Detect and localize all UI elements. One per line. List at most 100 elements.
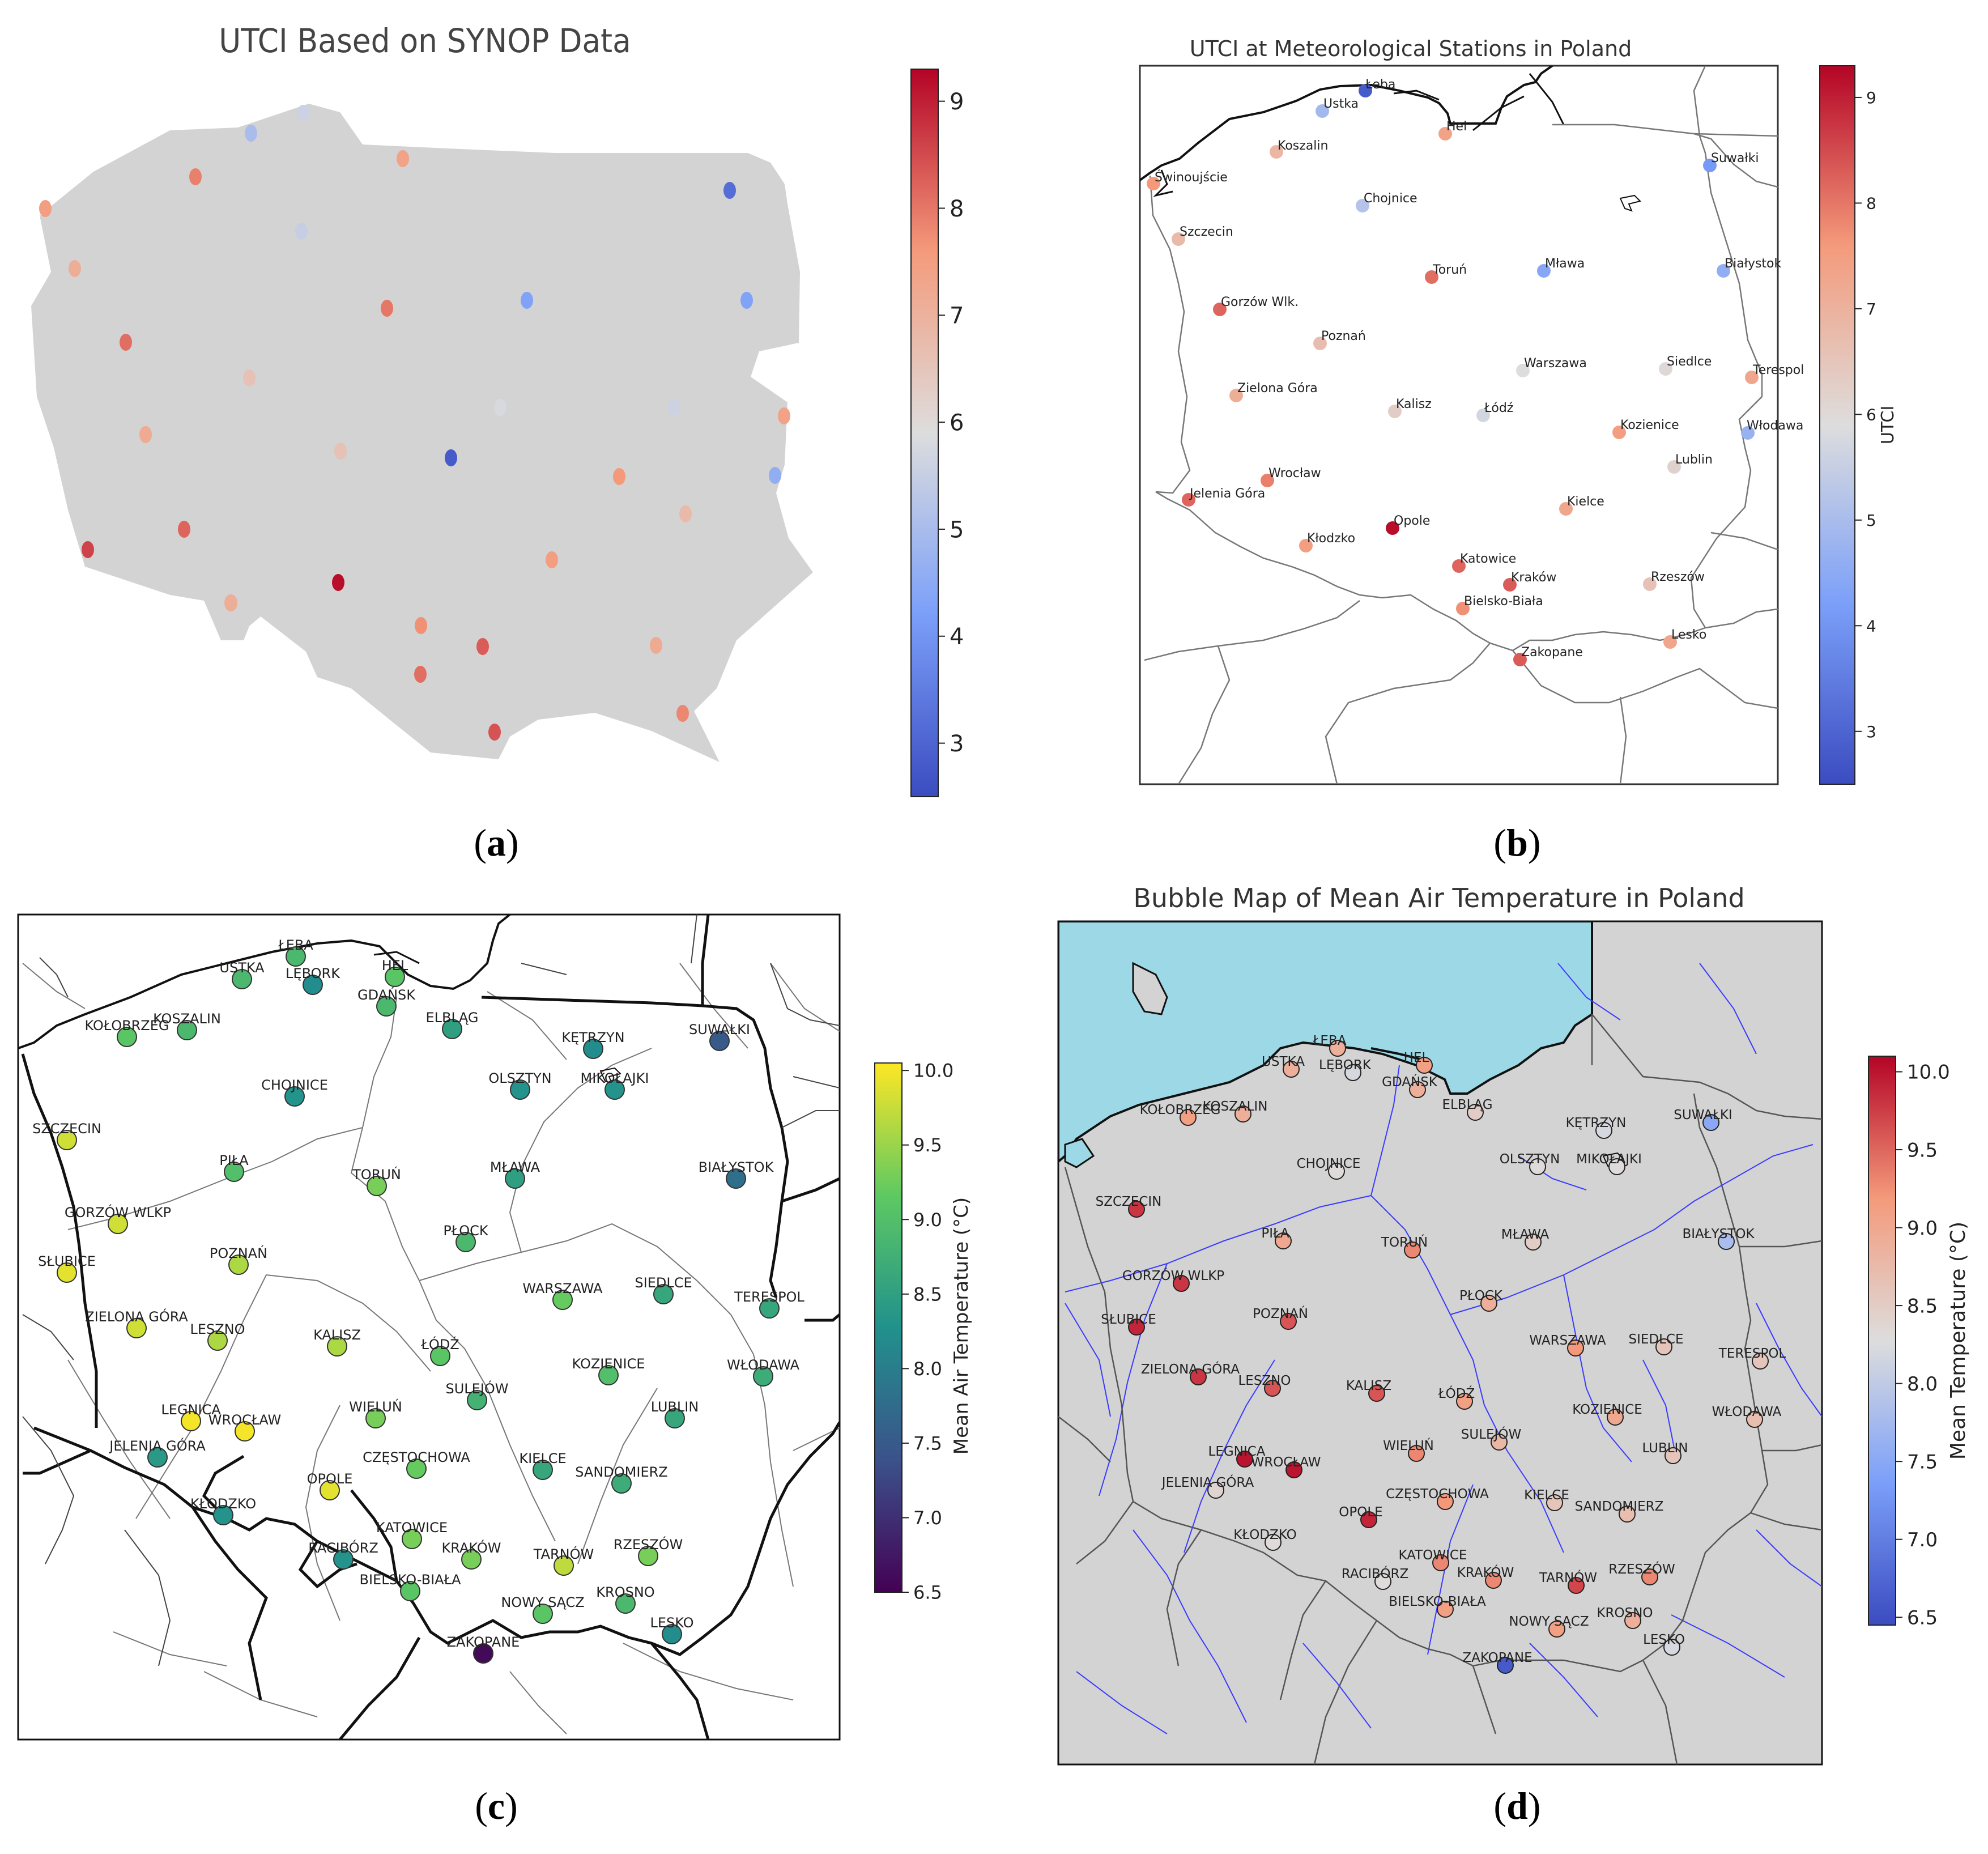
- station-elblag: ELBLĄG: [426, 1010, 478, 1039]
- station-kielce: KIELCE: [1524, 1488, 1569, 1511]
- panel-c-colorbar-tick-label: 10.0: [913, 1060, 953, 1082]
- station-torun: TORUŃ: [352, 1166, 401, 1196]
- station-marker: [505, 1168, 525, 1189]
- station-rzeszow: Rzeszów: [1643, 570, 1705, 591]
- panel-a-colorbar-tick-label: 6: [950, 410, 964, 436]
- panel-b-colorbar: [1819, 65, 1855, 785]
- vistula-spit: [1472, 95, 1525, 131]
- station-marker: [662, 1624, 682, 1644]
- station-ustka: Ustka: [1316, 97, 1359, 118]
- station-label: Kozienice: [1620, 418, 1679, 432]
- country-borders: [1058, 1014, 1822, 1764]
- station-marker: [1270, 145, 1283, 159]
- station-label: RZESZÓW: [614, 1536, 683, 1553]
- utci-point: [297, 105, 309, 122]
- station-marker: [1559, 502, 1573, 516]
- panel-c-caption-letter: c: [487, 1784, 505, 1827]
- island: [1132, 962, 1168, 1015]
- station-label: ŁEBA: [1313, 1034, 1347, 1048]
- station-label: USTKA: [1262, 1054, 1305, 1069]
- station-marker: [1328, 1163, 1345, 1180]
- station-label: TORUŃ: [1381, 1234, 1428, 1250]
- station-label: Lublin: [1675, 453, 1713, 467]
- station-label: Łeba: [1365, 78, 1395, 92]
- station-label: Białystok: [1725, 257, 1782, 271]
- station-ustka: USTKA: [219, 960, 265, 989]
- station-label: KIELCE: [1524, 1488, 1569, 1503]
- station-label: KOSZALIN: [1203, 1099, 1268, 1114]
- station-label: Kraków: [1511, 571, 1556, 585]
- panel-d-colorbar-tick-label: 8.5: [1907, 1295, 1938, 1317]
- station-label: Poznań: [1321, 329, 1366, 343]
- station-label: SZCZECIN: [1096, 1194, 1162, 1209]
- station-label: PIŁA: [1261, 1226, 1289, 1241]
- station-label: SUWAŁKI: [689, 1022, 750, 1037]
- station-label: BIAŁYSTOK: [699, 1159, 774, 1175]
- station-marker: [456, 1232, 476, 1252]
- station-label: KŁODZKO: [190, 1496, 256, 1512]
- station-marker: [1285, 1461, 1302, 1478]
- station-label: BIELSKO-BIAŁA: [360, 1572, 462, 1588]
- station-marker: [1388, 405, 1402, 418]
- station-marker: [303, 975, 323, 995]
- utci-point: [397, 150, 409, 167]
- station-chojnice: CHOJNICE: [1297, 1156, 1361, 1180]
- station-marker: [1360, 1511, 1377, 1528]
- panel-d: ŁEBA USTKA LĘBORK HEL GDAŃSK KOŁOBRZEGKOSZALI…: [1057, 920, 1970, 1766]
- station-label: Opole: [1394, 514, 1430, 528]
- station-wielun: WIELUŃ: [1383, 1438, 1434, 1462]
- panel-d-colorbar-tick-label: 7.0: [1907, 1529, 1938, 1551]
- station-marker: [1612, 426, 1626, 439]
- kaliningrad-feature: [1619, 194, 1641, 212]
- station-marker: [228, 1255, 249, 1275]
- station-label: GDAŃSK: [1382, 1074, 1438, 1090]
- station-lodz: ŁÓDŹ: [1438, 1385, 1475, 1410]
- station-marker: [598, 1365, 619, 1385]
- station-marker: [611, 1473, 632, 1494]
- station-bialystok: Białystok: [1717, 257, 1782, 278]
- station-marker: [1595, 1122, 1612, 1139]
- station-sulejow: SULEJÓW: [445, 1380, 509, 1410]
- station-label: MŁAWA: [1501, 1227, 1549, 1242]
- station-label: ZIELONA GÓRA: [1141, 1361, 1240, 1377]
- station-marker: [224, 1162, 244, 1182]
- station-label: RACIBÓRZ: [308, 1539, 378, 1556]
- station-label: Warszawa: [1524, 356, 1587, 371]
- station-marker: [552, 1290, 573, 1310]
- station-marker: [442, 1019, 462, 1039]
- station-label: CZĘSTOCHOWA: [1386, 1487, 1489, 1502]
- country-borders-thin: [22, 915, 840, 1666]
- utci-point: [723, 182, 736, 199]
- utci-point: [224, 594, 237, 611]
- kaliningrad-coast: [1529, 73, 1565, 125]
- station-lublin: LUBLIN: [1642, 1441, 1688, 1464]
- station-label: WROCŁAW: [1251, 1455, 1321, 1470]
- station-label: Zakopane: [1521, 645, 1583, 660]
- station-label: KATOWICE: [376, 1520, 448, 1536]
- station-label: SZCZECIN: [32, 1121, 101, 1137]
- station-leba: Łeba: [1359, 78, 1395, 97]
- station-kolobrzeg: KOŁOBRZEG: [84, 1018, 169, 1047]
- station-marker: [1667, 460, 1681, 474]
- station-lesko: LESKO: [1643, 1632, 1685, 1656]
- utci-point: [332, 574, 344, 591]
- station-label: Chojnice: [1364, 192, 1417, 206]
- station-slubice: SŁUBICE: [1101, 1312, 1156, 1336]
- station-label: CHOJNICE: [1297, 1156, 1361, 1171]
- station-leba: ŁEBA: [1313, 1034, 1347, 1057]
- station-marker: [1236, 1451, 1253, 1468]
- utci-point: [650, 637, 662, 654]
- station-marker: [1643, 577, 1657, 591]
- station-poznan: POZNAŃ: [1253, 1306, 1308, 1330]
- panel-a-colorbar: [910, 69, 939, 797]
- station-slubice: SŁUBICE: [38, 1253, 96, 1283]
- station-raciborz: RACIBÓRZ: [1342, 1566, 1408, 1590]
- station-label: Szczecin: [1180, 225, 1233, 239]
- station-krosno: KROSNO: [1597, 1606, 1653, 1629]
- station-marker: [1316, 104, 1329, 118]
- panel-c-colorbar-label: Mean Air Temperature (°C): [950, 1197, 973, 1455]
- station-sulejow: SULEJÓW: [1461, 1426, 1521, 1451]
- station-ketrzyn: KĘTRZYN: [561, 1030, 625, 1059]
- station-jelenia-gora: JELENIA GÓRA: [1161, 1474, 1254, 1499]
- station-label: BIAŁYSTOK: [1682, 1227, 1755, 1241]
